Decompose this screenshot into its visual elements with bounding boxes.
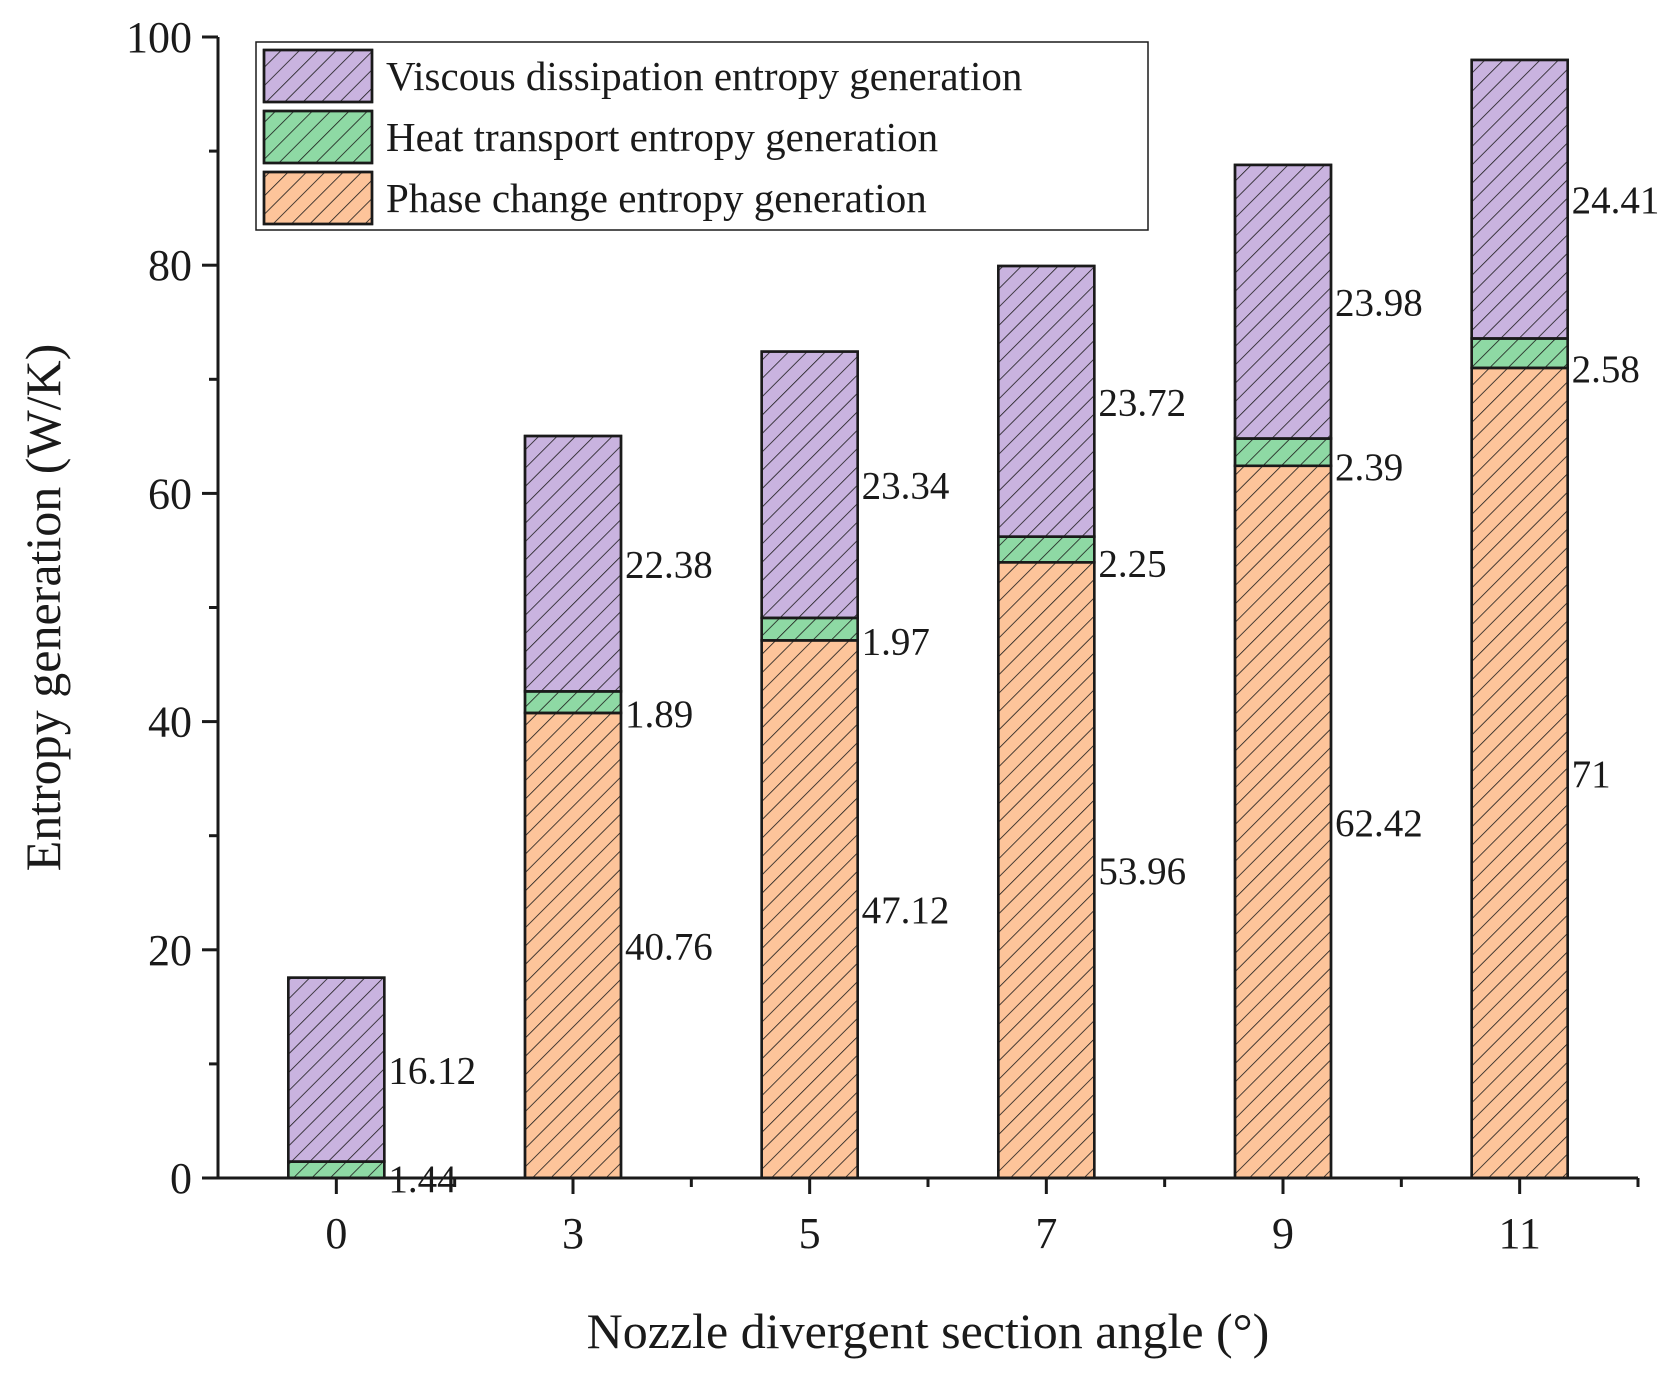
y-axis-title: Entropy generation (W/K) [15,344,71,872]
x-tick-label: 11 [1498,1209,1540,1258]
data-label: 1.97 [862,620,930,663]
legend-label: Phase change entropy generation [386,175,927,221]
bar-hatch-1 [760,616,859,642]
data-label: 23.98 [1335,282,1423,325]
legend-swatch-hatch [262,48,374,104]
bar-hatch-2 [1470,58,1569,340]
bar-hatch-2 [287,976,386,1163]
data-label: 23.72 [1098,381,1186,424]
x-axis-title: Nozzle divergent section angle (°) [587,1303,1270,1359]
bar-hatch-1 [523,690,623,715]
bar-hatch-2 [523,434,623,693]
legend-label: Viscous dissipation entropy generation [386,53,1022,99]
legend-label: Heat transport entropy generation [386,114,938,160]
bar-hatch-1 [1233,437,1333,468]
x-tick-label: 0 [325,1209,347,1258]
y-tick-label: 60 [148,469,192,518]
data-label: 2.39 [1335,446,1403,489]
y-tick-label: 100 [126,13,192,62]
x-tick-label: 3 [562,1209,584,1258]
bar-hatch-0 [1233,464,1333,1180]
bar-hatch-0 [760,639,859,1180]
data-label: 71 [1572,753,1611,796]
data-label: 23.34 [862,465,950,508]
data-label: 53.96 [1098,850,1186,893]
y-tick-label: 40 [148,698,192,747]
bar-hatch-1 [287,1160,386,1180]
bar-hatch-0 [1470,366,1569,1180]
y-ticks: 0 20 40 60 80 100 [126,13,218,1203]
legend: Viscous dissipation entropy generation He… [255,41,1149,231]
axes: 0 20 40 60 80 100 0 3 5 7 9 11 [126,13,1640,1258]
data-label: 2.25 [1098,542,1166,585]
bar-hatch-1 [997,535,1096,564]
bar-hatch-2 [1233,163,1333,440]
data-label: 2.58 [1572,348,1640,391]
y-tick-label: 20 [148,926,192,975]
bar-hatch-2 [760,350,859,620]
x-tick-label: 5 [799,1209,821,1258]
y-tick-label: 0 [170,1154,192,1203]
data-label: 1.89 [625,693,693,736]
data-label: 24.41 [1572,179,1660,222]
y-tick-label: 80 [148,241,192,290]
bar-hatch-0 [523,711,623,1180]
legend-swatch-hatch [262,170,374,226]
data-label: 16.12 [388,1050,476,1093]
data-label: 40.76 [625,925,713,968]
data-label: 47.12 [862,889,950,932]
legend-swatch-hatch [262,109,374,165]
x-ticks: 0 3 5 7 9 11 [325,1178,1640,1258]
x-tick-label: 7 [1035,1209,1057,1258]
data-label: 62.42 [1335,802,1423,845]
bars-layer [287,58,1569,1180]
bar-hatch-2 [997,264,1096,538]
data-label: 22.38 [625,544,713,587]
bar-hatch-0 [997,561,1096,1180]
bar-hatch-1 [1470,337,1569,370]
x-tick-label: 9 [1272,1209,1294,1258]
legend-box [255,41,1149,231]
